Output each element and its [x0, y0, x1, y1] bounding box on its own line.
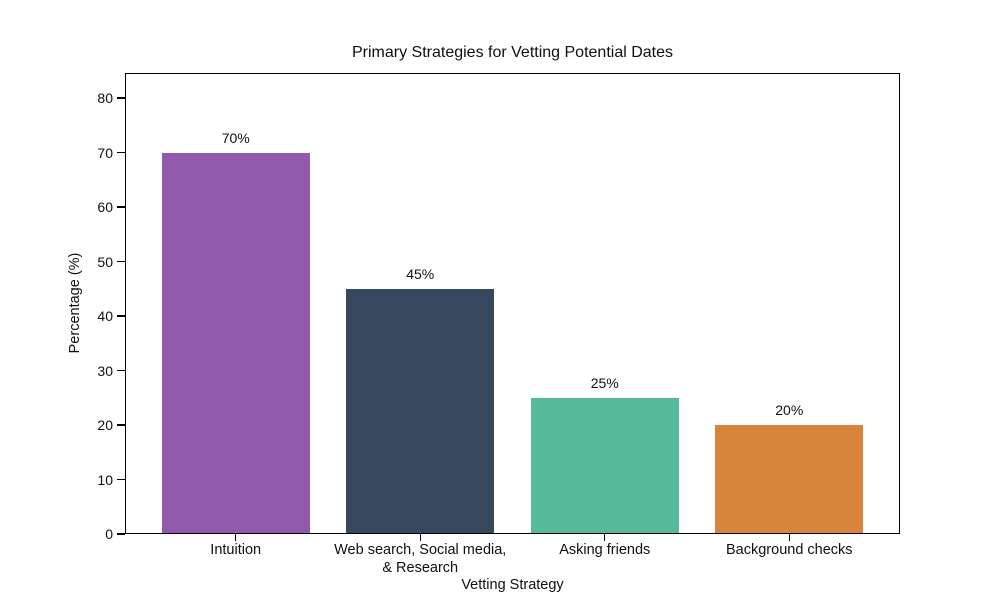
bar [530, 397, 679, 534]
x-category-label-line: & Research [382, 560, 459, 576]
y-tick-label: 30 [97, 362, 113, 379]
y-tick-label: 60 [97, 199, 113, 216]
x-category-label-line: Background checks [726, 542, 853, 558]
x-category-label: Asking friends [495, 541, 715, 559]
x-tick-mark [419, 534, 421, 541]
x-category-label: Intuition [126, 541, 346, 559]
x-axis-label: Vetting Strategy [461, 577, 564, 593]
bar-value-label: 45% [406, 265, 435, 282]
y-tick-label: 0 [105, 526, 113, 542]
y-tick-mark [117, 369, 125, 372]
bar [161, 152, 310, 534]
x-tick-mark [235, 534, 237, 541]
bar [346, 288, 495, 534]
y-tick-mark [117, 206, 125, 208]
y-tick-mark [117, 97, 125, 99]
bar-value-label: 70% [221, 129, 250, 146]
y-tick-label: 20 [97, 417, 113, 434]
x-category-label-line: Web search, Social media, [334, 542, 507, 558]
y-tick-mark [117, 533, 125, 535]
y-tick-mark [117, 315, 125, 317]
y-tick-label: 70 [97, 144, 113, 161]
y-tick-label: 10 [97, 471, 113, 488]
chart-title: Primary Strategies for Vetting Potential… [351, 44, 674, 61]
x-category-label: Web search, Social media, & Research [310, 541, 530, 577]
bar-value-label: 20% [775, 402, 804, 419]
x-tick-mark [788, 534, 790, 541]
bar [715, 425, 864, 534]
y-tick-label: 50 [97, 253, 113, 270]
y-tick-label: 40 [97, 308, 113, 325]
y-tick-mark [117, 260, 125, 263]
y-tick-mark [117, 424, 125, 426]
y-tick-mark [117, 478, 125, 481]
y-tick-label: 80 [97, 90, 113, 107]
y-tick-mark [117, 151, 125, 154]
x-category-label-line: Intuition [210, 542, 262, 558]
x-category-label: Background checks [679, 541, 899, 559]
x-category-label-line: Asking friends [559, 542, 651, 558]
x-tick-mark [604, 534, 606, 541]
bar-value-label: 25% [590, 374, 619, 391]
